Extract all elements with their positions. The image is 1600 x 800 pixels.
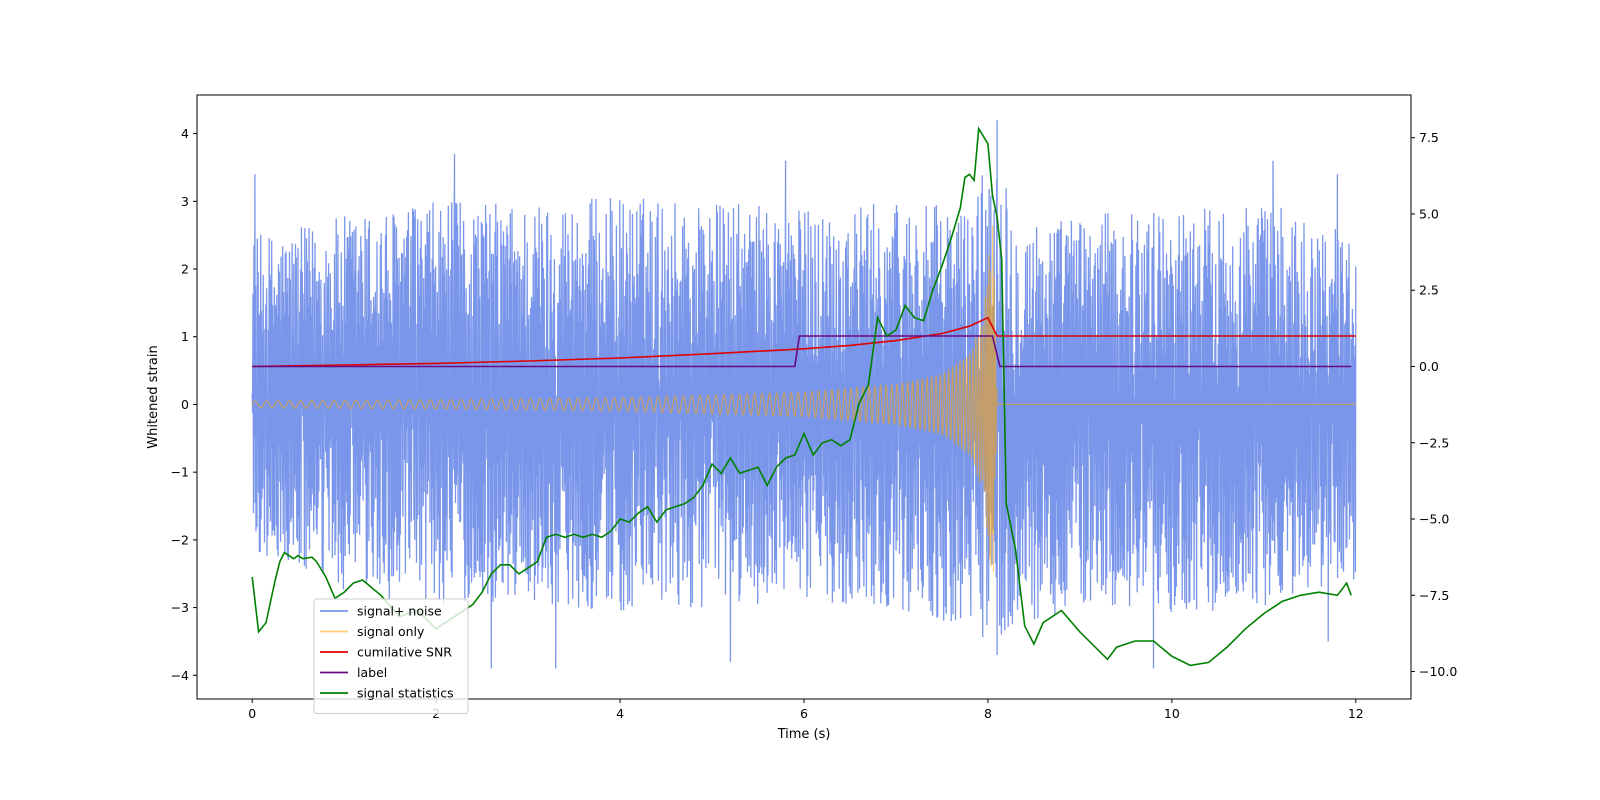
y2-tick-label: 5.0 — [1419, 206, 1439, 221]
x-tick-label: 12 — [1348, 706, 1364, 721]
x-tick-label: 0 — [248, 706, 256, 721]
y-tick-label: −1 — [171, 465, 189, 480]
legend-label: signal+ noise — [357, 604, 442, 619]
y2-tick-label: −7.5 — [1419, 588, 1449, 603]
series-line-2 — [252, 316, 1356, 368]
y-tick-label: 4 — [181, 126, 189, 141]
series-line-1 — [251, 225, 1356, 573]
y2-tick-label: −5.0 — [1419, 512, 1449, 527]
x-tick-label: 8 — [984, 706, 992, 721]
y2-tick-label: 0.0 — [1419, 359, 1439, 374]
series-layer — [251, 120, 1357, 669]
x-axis-label: Time (s) — [777, 727, 831, 742]
legend-label: label — [357, 665, 387, 680]
y2-tick-label: −2.5 — [1419, 435, 1449, 450]
y2-tick-label: −10.0 — [1419, 664, 1457, 679]
x-tick-label: 6 — [800, 706, 808, 721]
x-tick-label: 4 — [616, 706, 624, 721]
y-tick-label: 2 — [181, 262, 189, 277]
y-tick-label: −4 — [171, 668, 189, 683]
y-axis-left: −4 −3 −2 −1 0 1 2 3 4 — [171, 126, 197, 683]
y-axis-label: Whitened strain — [146, 345, 161, 448]
y-tick-label: 0 — [181, 397, 189, 412]
y-tick-label: −3 — [171, 600, 189, 615]
legend: signal+ noise signal only cumilative SNR la… — [313, 598, 469, 714]
series-line-3 — [252, 335, 1352, 368]
y2-tick-label: 2.5 — [1419, 283, 1439, 298]
y-axis-right: −10.0 −7.5 −5.0 −2.5 0.0 2.5 5.0 7.5 — [1411, 130, 1457, 679]
y-tick-label: 3 — [181, 194, 189, 209]
legend-label: signal statistics — [357, 686, 454, 701]
legend-label: signal only — [357, 624, 425, 639]
legend-box — [313, 598, 469, 714]
y-tick-label: −2 — [171, 532, 189, 547]
y2-tick-label: 7.5 — [1419, 130, 1439, 145]
x-tick-label: 10 — [1164, 706, 1180, 721]
legend-label: cumilative SNR — [357, 645, 452, 660]
y-tick-label: 1 — [181, 329, 189, 344]
